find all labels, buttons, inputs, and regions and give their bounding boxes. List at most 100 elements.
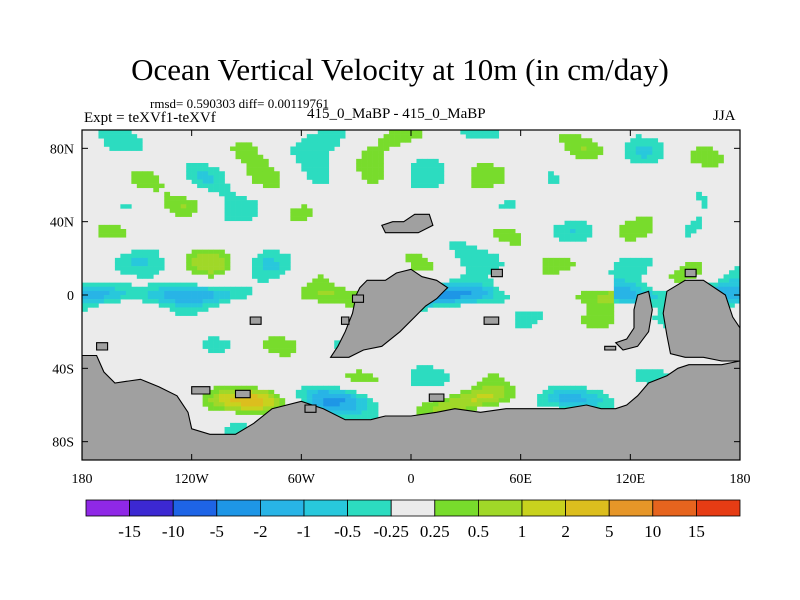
field-cell (734, 274, 740, 279)
field-cell (586, 307, 593, 312)
field-cell (301, 208, 308, 213)
field-cell (273, 348, 280, 354)
field-cell (411, 171, 417, 176)
field-cell (394, 142, 401, 147)
field-cell (328, 146, 335, 151)
field-cell (460, 241, 467, 246)
field-cell (103, 130, 110, 135)
field-cell (586, 323, 593, 329)
field-cell (186, 307, 192, 312)
field-cell (98, 290, 105, 296)
field-cell (487, 381, 494, 387)
field-cell (323, 175, 330, 180)
field-cell (350, 398, 357, 403)
plot-title: Ocean Vertical Velocity at 10m (in cm/da… (131, 52, 669, 87)
field-cell (312, 295, 319, 300)
field-cell (427, 175, 434, 180)
field-cell (624, 270, 631, 275)
field-cell (586, 402, 593, 407)
field-cell (718, 278, 724, 283)
field-cell (251, 257, 258, 263)
field-cell (317, 158, 324, 164)
field-cell (339, 130, 346, 135)
field-cell (224, 216, 231, 222)
field-cell (136, 257, 143, 263)
field-cell (328, 282, 335, 288)
field-cell (509, 241, 516, 246)
field-cell (383, 146, 390, 151)
land-polygon (684, 268, 697, 278)
field-cell (487, 377, 494, 382)
field-cell (476, 394, 483, 399)
field-cell (175, 200, 181, 205)
field-cell (219, 249, 225, 255)
field-cell (411, 373, 417, 378)
field-cell (109, 233, 116, 238)
field-cell (696, 266, 702, 271)
field-cell (580, 389, 587, 395)
field-cell (246, 410, 253, 415)
field-cell (273, 398, 280, 403)
field-cell (635, 142, 642, 147)
field-cell (515, 233, 521, 238)
field-cell (378, 158, 384, 164)
field-cell (674, 270, 680, 275)
colorbar-swatch (565, 499, 610, 517)
field-cell (635, 257, 642, 263)
field-cell (361, 406, 368, 411)
field-cell (153, 262, 160, 267)
field-cell (630, 270, 637, 275)
field-cell (334, 286, 341, 292)
field-cell (548, 402, 554, 407)
field-cell (411, 163, 417, 168)
field-cell (509, 233, 516, 238)
field-cell (652, 146, 659, 151)
field-cell (624, 257, 631, 263)
field-cell (235, 385, 242, 391)
field-cell (191, 299, 198, 304)
field-cell (421, 167, 428, 172)
field-cell (306, 286, 313, 292)
field-cell (608, 299, 615, 304)
field-cell (114, 295, 121, 300)
field-cell (652, 299, 659, 304)
field-cell (564, 134, 571, 139)
field-cell (262, 270, 269, 275)
field-cell (613, 290, 620, 296)
field-cell (120, 262, 127, 267)
field-cell (257, 253, 264, 259)
field-cell (345, 410, 351, 415)
field-cell (630, 146, 637, 151)
field-cell (421, 406, 428, 411)
field-cell (241, 150, 247, 156)
field-cell (405, 138, 412, 143)
colorbar-label: 2 (561, 522, 570, 541)
field-cell (262, 249, 269, 255)
field-cell (427, 377, 434, 382)
field-cell (224, 402, 231, 407)
field-cell (580, 319, 587, 325)
field-cell (438, 406, 445, 411)
field-cell (273, 336, 280, 341)
field-cell (548, 389, 554, 395)
field-cell (142, 266, 149, 271)
field-cell (350, 377, 357, 382)
field-cell (257, 257, 264, 263)
field-cell (548, 171, 554, 176)
field-cell (246, 406, 253, 411)
field-cell (230, 290, 236, 296)
field-cell (92, 290, 99, 296)
field-cell (136, 138, 143, 143)
field-cell (317, 389, 324, 395)
field-cell (482, 257, 489, 263)
field-cell (367, 171, 373, 176)
field-cell (98, 295, 105, 300)
field-cell (630, 150, 637, 156)
field-cell (312, 179, 319, 184)
field-cell (251, 385, 258, 391)
field-cell (465, 282, 472, 288)
field-cell (246, 171, 253, 176)
field-cell (317, 163, 324, 168)
field-cell (471, 286, 478, 292)
field-cell (454, 303, 461, 308)
